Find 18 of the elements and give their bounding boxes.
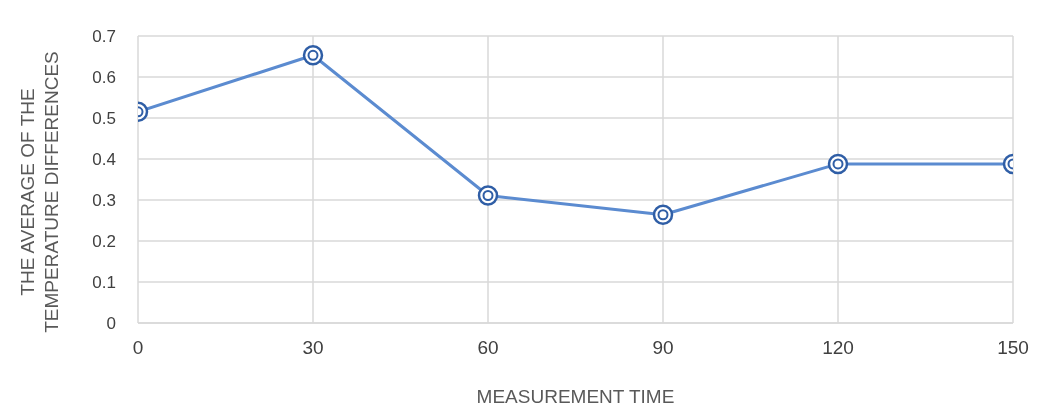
y-tick-label: 0.3 <box>92 191 116 211</box>
y-tick-label: 0.2 <box>92 232 116 252</box>
x-tick-label: 60 <box>477 337 499 359</box>
y-tick-label: 0 <box>106 314 116 334</box>
y-tick-label: 0.1 <box>92 273 116 293</box>
x-tick-label: 30 <box>302 337 324 359</box>
x-tick-label: 90 <box>652 337 674 359</box>
x-tick-label: 150 <box>997 337 1029 359</box>
x-axis-title: MEASUREMENT TIME <box>476 386 675 407</box>
y-tick-label: 0.6 <box>92 68 116 88</box>
x-tick-label: 0 <box>132 337 144 359</box>
point <box>652 204 674 226</box>
point <box>477 185 499 206</box>
y-axis-title: THE AVERAGE OF THE TEMPERATURE DIFFERENCES <box>16 50 63 335</box>
y-tick-label: 0.4 <box>92 150 116 170</box>
y-tick-label: 0.7 <box>92 27 116 47</box>
x-tick-label: 120 <box>822 337 854 359</box>
y-tick-label: 0.5 <box>92 109 116 129</box>
